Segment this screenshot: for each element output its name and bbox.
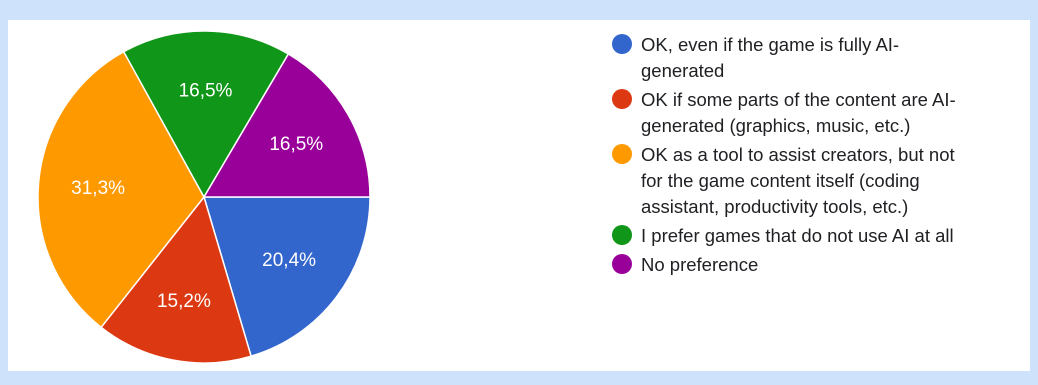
chart-panel: 20,4% 15,2% 31,3% 16,5% 16,5% OK, even if th… [8, 20, 1030, 371]
slice-value-label: 16,5% [269, 134, 323, 155]
legend-swatch-icon [612, 144, 632, 164]
legend-item-1[interactable]: OK, even if the game is fully AI- genera… [612, 32, 1032, 84]
legend-label: I prefer games that do not use AI at all [641, 225, 954, 246]
chart-legend: OK, even if the game is fully AI- genera… [612, 32, 1032, 281]
pie-slice-1[interactable] [203, 196, 371, 357]
legend-item-5[interactable]: No preference [612, 252, 1032, 278]
legend-item-2[interactable]: OK if some parts of the content are AI- … [612, 87, 1032, 139]
legend-item-3[interactable]: OK as a tool to assist creators, but not… [612, 142, 1032, 220]
pie-slice-5[interactable] [203, 53, 371, 198]
slice-value-label: 20,4% [262, 250, 316, 271]
legend-swatch-icon [612, 254, 632, 274]
legend-swatch-icon [612, 225, 632, 245]
pie-slice-3[interactable] [37, 50, 205, 329]
pie-slice-4[interactable] [122, 30, 290, 198]
pie-chart: 20,4% 15,2% 31,3% 16,5% 16,5% [37, 30, 371, 364]
pie-slice-2[interactable] [100, 196, 252, 364]
legend-label: OK if some parts of the content are AI- … [641, 89, 956, 136]
legend-label: OK as a tool to assist creators, but not… [641, 144, 955, 217]
slice-value-label: 31,3% [71, 178, 125, 199]
legend-swatch-icon [612, 89, 632, 109]
legend-label: OK, even if the game is fully AI- genera… [641, 34, 900, 81]
legend-item-4[interactable]: I prefer games that do not use AI at all [612, 223, 1032, 249]
slice-value-label: 16,5% [179, 80, 233, 101]
legend-swatch-icon [612, 34, 632, 54]
legend-label: No preference [641, 254, 759, 275]
slice-value-label: 15,2% [157, 291, 211, 312]
